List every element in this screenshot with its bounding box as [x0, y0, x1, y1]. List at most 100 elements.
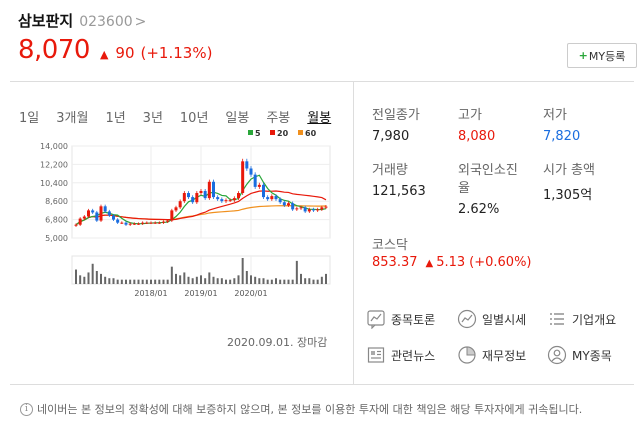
candle-body: [145, 222, 149, 224]
chart-board-icon: [367, 310, 385, 329]
ma-line-20: [75, 190, 327, 226]
volume-bar: [204, 278, 207, 284]
stat-label: 외국인소진: [458, 163, 518, 178]
divider: [353, 81, 354, 384]
candle-body: [320, 207, 324, 210]
volume-bar: [300, 273, 302, 284]
candle-body: [82, 216, 86, 219]
candle-body: [195, 193, 199, 203]
candle-body: [228, 200, 232, 202]
tab-3-months[interactable]: 3개월: [56, 111, 89, 126]
stat-label: 전일종가: [372, 108, 420, 123]
add-to-my-stocks-button[interactable]: + MY등록: [567, 43, 637, 68]
financial-info-link[interactable]: 재무정보: [457, 345, 526, 365]
candle-body: [149, 222, 153, 224]
candle-body: [203, 190, 207, 199]
volume-bar: [91, 263, 94, 284]
disclaimer-text: 네이버는 본 정보의 정확성에 대해 보증하지 않으며, 본 정보를 이용한 투…: [37, 403, 583, 416]
financial-info-link-label: 재무정보: [482, 348, 527, 363]
x-tick-label: 2018/01: [134, 289, 167, 298]
volume-bar: [116, 279, 119, 284]
candle-body: [216, 197, 220, 200]
volume-bar: [187, 276, 190, 284]
candle-body: [307, 209, 311, 212]
volume-bar: [162, 279, 165, 284]
volume-bar: [295, 260, 298, 284]
volume-bar: [308, 278, 311, 284]
tab-weekly-candle[interactable]: 주봉: [266, 111, 291, 126]
candle-body: [91, 210, 95, 213]
candle-body: [141, 222, 145, 224]
candle-body: [278, 199, 282, 203]
legend-label: 20: [277, 129, 289, 138]
legend-label: 60: [305, 129, 317, 138]
add-to-my-stocks-label: MY등록: [588, 49, 626, 63]
stat-high: 고가 8,080: [458, 107, 495, 144]
tab-daily-candle[interactable]: 일봉: [225, 111, 250, 126]
stat-label: 율: [458, 181, 470, 196]
stat-market-cap: 시가 총액 1,305억: [543, 162, 595, 203]
stat-foreign-ratio: 외국인소진 율 2.62%: [458, 162, 518, 217]
stock-name[interactable]: 삼보판지: [18, 12, 74, 30]
volume-bar: [104, 276, 107, 284]
candle-body: [282, 202, 286, 206]
kosdaq-change-percent: (+0.60%): [469, 255, 532, 270]
candle-body: [287, 203, 290, 206]
volume-bar: [95, 271, 98, 284]
volume-bar: [83, 276, 86, 284]
volume-bar: [170, 266, 173, 284]
tab-1-day[interactable]: 1일: [19, 111, 40, 126]
news-link[interactable]: 관련뉴스: [366, 345, 435, 365]
up-arrow-icon: ▲: [99, 48, 109, 61]
volume-bar: [125, 279, 127, 284]
divider: [10, 384, 634, 385]
volume-bar: [191, 278, 194, 284]
price-chart[interactable]: 14,000 12,200 10,400 8,600 6,800 5,000 2018/01…: [30, 126, 340, 306]
candle-body: [74, 224, 78, 226]
daily-price-link[interactable]: 일별시세: [457, 309, 526, 329]
candle-body: [78, 218, 82, 225]
volume-bar: [250, 275, 252, 284]
volume-bar: [195, 276, 198, 284]
tab-3-years[interactable]: 3년: [142, 111, 163, 126]
volume-bar: [212, 276, 215, 284]
stat-label: 저가: [543, 108, 567, 123]
volume-bar: [150, 279, 152, 284]
volume-bar: [304, 278, 307, 284]
candle-body: [245, 161, 249, 169]
volume-bar: [166, 279, 169, 284]
title-row[interactable]: 삼보판지 023600 >: [18, 10, 638, 31]
candle-body: [95, 212, 99, 221]
candle-body: [220, 199, 224, 202]
volume-bar: [183, 272, 186, 284]
volume-bar: [237, 275, 240, 284]
candle-body: [107, 211, 111, 216]
candle-body: [157, 222, 161, 224]
company-overview-link[interactable]: 기업개요: [547, 309, 616, 329]
my-stocks-link[interactable]: MY종목: [547, 345, 612, 365]
tab-monthly-candle[interactable]: 월봉: [307, 111, 332, 126]
candle-body: [266, 197, 270, 200]
candle-body: [303, 207, 307, 212]
stat-label: 거래량: [372, 163, 408, 178]
chevron-right-icon[interactable]: >: [134, 14, 147, 30]
up-arrow-icon: ▲: [425, 258, 434, 269]
discussion-link[interactable]: 종목토론: [366, 309, 435, 329]
divider: [10, 81, 634, 82]
volume-bar: [320, 276, 323, 284]
user-icon: [547, 345, 567, 365]
volume-bar: [241, 258, 244, 284]
candle-body: [324, 206, 328, 208]
candle-body: [312, 209, 315, 211]
tab-1-year[interactable]: 1년: [105, 111, 126, 126]
stock-code[interactable]: 023600: [79, 14, 133, 30]
disclaimer: i 네이버는 본 정보의 정확성에 대해 보증하지 않으며, 본 정보를 이용한…: [20, 401, 582, 417]
volume-bar: [312, 279, 315, 284]
volume-bar: [133, 279, 136, 284]
candle-body: [112, 215, 115, 220]
candle-body: [132, 223, 136, 225]
tab-10-years[interactable]: 10년: [179, 111, 209, 126]
candle-body: [199, 190, 203, 194]
kosdaq-change: 5.13: [436, 255, 466, 270]
stat-value: 1,305억: [543, 188, 593, 203]
